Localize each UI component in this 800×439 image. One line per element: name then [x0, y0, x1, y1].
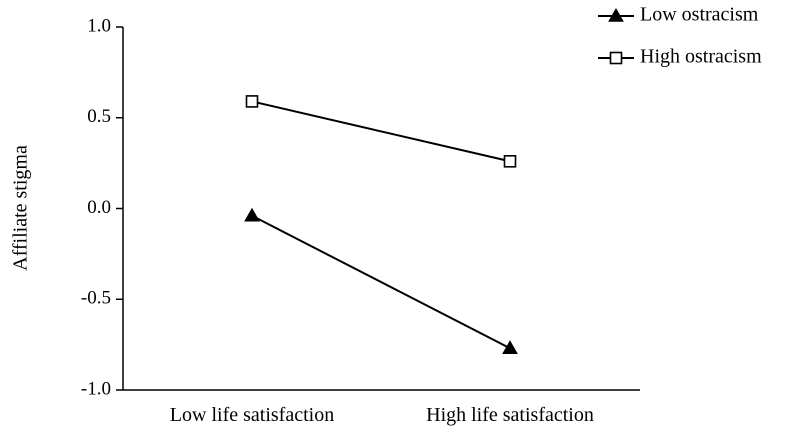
y-tick-label: -1.0 [81, 378, 111, 399]
data-point-marker [502, 340, 518, 355]
series-line [251, 214, 511, 350]
series-1 [245, 95, 517, 168]
y-tick-label: 1.0 [87, 15, 111, 36]
x-category-label: High life satisfaction [426, 404, 594, 426]
chart-legend: Low ostracism High ostracism [598, 4, 762, 68]
y-tick-label: 0.5 [87, 106, 111, 127]
legend-marker [608, 7, 624, 22]
legend-label: Low ostracism [640, 4, 759, 26]
series-0 [244, 207, 518, 355]
y-axis-title: Affiliate stigma [10, 145, 32, 271]
x-axis-categories: Low life satisfaction High life satisfact… [170, 404, 594, 426]
legend-item: Low ostracism [598, 4, 759, 26]
data-point-marker [244, 207, 260, 222]
chart-axes [122, 27, 640, 391]
legend-item: High ostracism [598, 46, 762, 68]
data-point-marker [503, 155, 517, 168]
legend-marker [609, 51, 623, 65]
legend-label: High ostracism [640, 46, 762, 68]
chart-series [244, 95, 518, 355]
y-tick-label: 0.0 [87, 197, 111, 218]
data-point-marker [245, 95, 259, 108]
y-tick-label: -0.5 [81, 288, 111, 309]
x-category-label: Low life satisfaction [170, 404, 334, 426]
series-line [251, 100, 511, 163]
y-axis-ticks: 1.0 0.5 0.0 -0.5 -1.0 [81, 15, 123, 399]
